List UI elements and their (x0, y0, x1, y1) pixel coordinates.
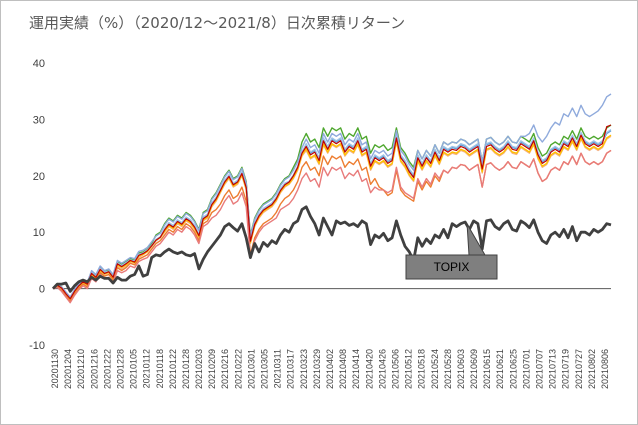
x-tick-label: 20210603 (456, 349, 466, 389)
series-line-2 (52, 135, 612, 301)
x-tick-label: 20201130 (50, 349, 60, 388)
x-tick-label: 20210323 (299, 349, 309, 389)
x-tick-label: 20210727 (574, 349, 584, 389)
x-tick-label: 20210128 (181, 349, 191, 389)
x-tick-label: 20210203 (194, 349, 204, 389)
y-tick-label: 40 (33, 58, 45, 70)
x-tick-label: 20210512 (404, 349, 414, 389)
x-tick-label: 20210305 (260, 349, 270, 389)
series-line-7 (52, 129, 612, 299)
x-tick-label: 20210621 (495, 349, 505, 389)
x-tick-label: 20210701 (521, 349, 531, 389)
x-tick-label: 20210420 (364, 349, 374, 389)
x-tick-label: 20210707 (535, 349, 545, 389)
x-tick-label: 20210301 (246, 349, 256, 389)
x-tick-label: 20210317 (286, 349, 296, 389)
series-line-topix (51, 205, 612, 293)
y-tick-label: 10 (33, 227, 45, 239)
y-tick-label: 30 (33, 114, 45, 126)
x-tick-label: 20210311 (273, 349, 283, 388)
x-tick-label: 20210118 (155, 349, 165, 388)
x-tick-label: 20210209 (207, 349, 217, 389)
y-tick-label: 20 (33, 171, 45, 183)
y-tick-label: -10 (29, 340, 45, 352)
x-tick-label: 20210806 (600, 349, 610, 389)
series-layer (51, 93, 612, 304)
series-line-5 (52, 149, 612, 304)
series-line-9 (52, 124, 612, 300)
x-tick-label: 20210625 (508, 349, 518, 389)
x-tick-label: 20210802 (587, 349, 597, 389)
x-tick-label: 20210222 (233, 349, 243, 389)
x-tick-label: 20201222 (102, 349, 112, 389)
x-tick-label: 20210719 (561, 349, 571, 389)
chart-title: 運用実績（%）（2020/12～2021/8）日次累積リターン (29, 14, 406, 32)
x-tick-label: 20210329 (312, 349, 322, 389)
series-line-8 (52, 93, 612, 298)
x-tick-label: 20210518 (417, 349, 427, 389)
x-tick-label: 20210506 (390, 349, 400, 389)
x-tick-label: 20201216 (89, 349, 99, 389)
x-tick-label: 20210615 (482, 349, 492, 389)
x-tick-label: 20210408 (338, 349, 348, 389)
x-tick-label: 20210216 (220, 349, 230, 389)
x-tick-label: 20210414 (351, 349, 361, 389)
annotation-layer: TOPIX (405, 223, 498, 280)
x-tick-label: 20210524 (430, 349, 440, 389)
x-tick-label: 20210105 (129, 349, 139, 389)
series-line-3 (52, 134, 612, 300)
x-tick-label: 20210713 (548, 349, 558, 389)
x-tick-label: 20210112 (142, 349, 152, 388)
x-tick-label: 20210528 (443, 349, 453, 389)
callout-box (405, 254, 498, 280)
x-tick-label: 20210402 (325, 349, 335, 389)
y-tick-label: 0 (39, 284, 45, 296)
x-tick-label: 20210122 (168, 349, 178, 389)
x-tick-label: 20201204 (63, 349, 73, 389)
x-tick-label: 20201210 (76, 349, 86, 389)
x-tick-label: 20201228 (115, 349, 125, 389)
topix-callout-label: TOPIX (434, 260, 470, 274)
x-tick-label: 20210609 (469, 349, 479, 389)
x-tick-label: 20210426 (377, 349, 387, 389)
